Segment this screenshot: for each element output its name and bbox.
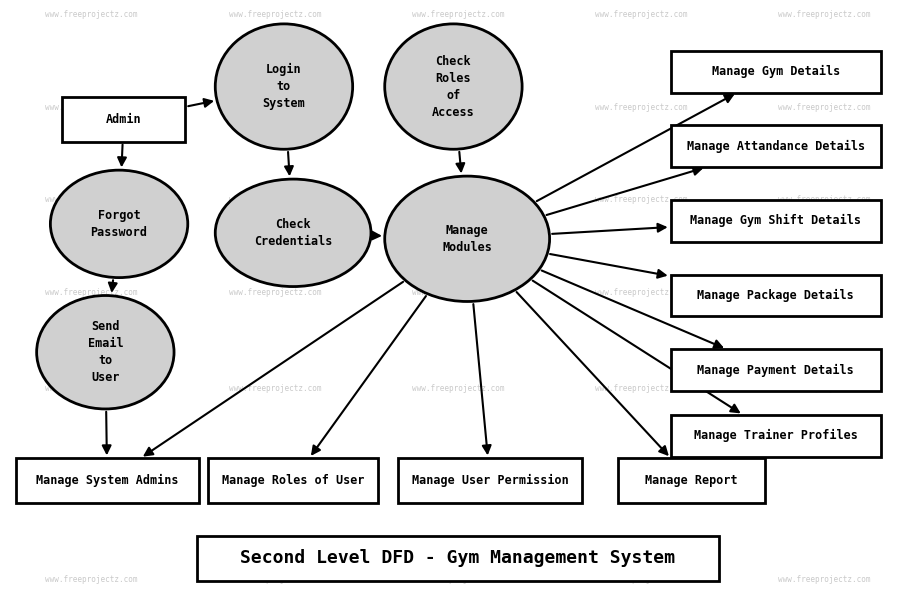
Text: www.freeprojectz.com: www.freeprojectz.com — [229, 103, 321, 112]
Ellipse shape — [215, 179, 371, 287]
Bar — [618, 458, 765, 503]
Bar — [671, 415, 881, 457]
Bar — [671, 349, 881, 391]
Text: Send
Email
to
User: Send Email to User — [88, 320, 123, 384]
Text: Manage Roles of User: Manage Roles of User — [222, 474, 365, 487]
Ellipse shape — [385, 176, 550, 301]
Text: www.freeprojectz.com: www.freeprojectz.com — [46, 10, 137, 20]
Text: www.freeprojectz.com: www.freeprojectz.com — [46, 574, 137, 584]
Text: www.freeprojectz.com: www.freeprojectz.com — [46, 103, 137, 112]
Text: www.freeprojectz.com: www.freeprojectz.com — [779, 383, 870, 393]
Bar — [398, 458, 582, 503]
Text: www.freeprojectz.com: www.freeprojectz.com — [229, 195, 321, 205]
Text: Check
Roles
of
Access: Check Roles of Access — [432, 54, 474, 119]
Ellipse shape — [37, 296, 174, 409]
Ellipse shape — [50, 170, 188, 278]
Text: www.freeprojectz.com: www.freeprojectz.com — [229, 288, 321, 297]
Bar — [671, 200, 881, 242]
Text: www.freeprojectz.com: www.freeprojectz.com — [46, 195, 137, 205]
Text: www.freeprojectz.com: www.freeprojectz.com — [412, 288, 504, 297]
Text: Forgot
Password: Forgot Password — [91, 209, 147, 239]
Text: www.freeprojectz.com: www.freeprojectz.com — [412, 383, 504, 393]
Text: Manage System Admins: Manage System Admins — [36, 474, 179, 487]
Text: www.freeprojectz.com: www.freeprojectz.com — [229, 10, 321, 20]
Text: www.freeprojectz.com: www.freeprojectz.com — [229, 574, 321, 584]
Text: www.freeprojectz.com: www.freeprojectz.com — [779, 10, 870, 20]
Text: www.freeprojectz.com: www.freeprojectz.com — [595, 383, 687, 393]
Text: www.freeprojectz.com: www.freeprojectz.com — [46, 383, 137, 393]
Text: www.freeprojectz.com: www.freeprojectz.com — [595, 195, 687, 205]
Text: Manage Attandance Details: Manage Attandance Details — [687, 140, 865, 153]
Text: www.freeprojectz.com: www.freeprojectz.com — [779, 288, 870, 297]
Text: www.freeprojectz.com: www.freeprojectz.com — [46, 288, 137, 297]
Text: Manage Gym Details: Manage Gym Details — [712, 65, 840, 78]
Text: Check
Credentials: Check Credentials — [254, 218, 333, 248]
Ellipse shape — [215, 24, 353, 149]
Text: Manage
Modules: Manage Modules — [442, 224, 492, 254]
Text: www.freeprojectz.com: www.freeprojectz.com — [779, 103, 870, 112]
Text: Manage Report: Manage Report — [645, 474, 738, 487]
Text: www.freeprojectz.com: www.freeprojectz.com — [595, 103, 687, 112]
Text: Admin: Admin — [106, 113, 141, 126]
Text: www.freeprojectz.com: www.freeprojectz.com — [412, 195, 504, 205]
Text: Manage Trainer Profiles: Manage Trainer Profiles — [694, 429, 857, 442]
Bar — [671, 51, 881, 93]
Text: Second Level DFD - Gym Management System: Second Level DFD - Gym Management System — [241, 549, 675, 567]
Text: www.freeprojectz.com: www.freeprojectz.com — [595, 288, 687, 297]
Text: Manage User Permission: Manage User Permission — [411, 474, 569, 487]
Bar — [671, 275, 881, 316]
Text: www.freeprojectz.com: www.freeprojectz.com — [412, 574, 504, 584]
Text: www.freeprojectz.com: www.freeprojectz.com — [412, 103, 504, 112]
Text: www.freeprojectz.com: www.freeprojectz.com — [229, 383, 321, 393]
Text: www.freeprojectz.com: www.freeprojectz.com — [595, 10, 687, 20]
Ellipse shape — [385, 24, 522, 149]
Text: Manage Package Details: Manage Package Details — [697, 289, 855, 302]
Bar — [197, 536, 719, 580]
Text: www.freeprojectz.com: www.freeprojectz.com — [779, 195, 870, 205]
Text: Manage Gym Shift Details: Manage Gym Shift Details — [691, 214, 861, 227]
Text: Login
to
System: Login to System — [263, 63, 305, 110]
Text: www.freeprojectz.com: www.freeprojectz.com — [412, 10, 504, 20]
Bar — [671, 125, 881, 167]
Bar — [16, 458, 199, 503]
Bar — [209, 458, 377, 503]
Text: www.freeprojectz.com: www.freeprojectz.com — [779, 574, 870, 584]
Text: Manage Payment Details: Manage Payment Details — [697, 364, 855, 377]
Text: www.freeprojectz.com: www.freeprojectz.com — [595, 574, 687, 584]
Bar — [62, 97, 185, 141]
